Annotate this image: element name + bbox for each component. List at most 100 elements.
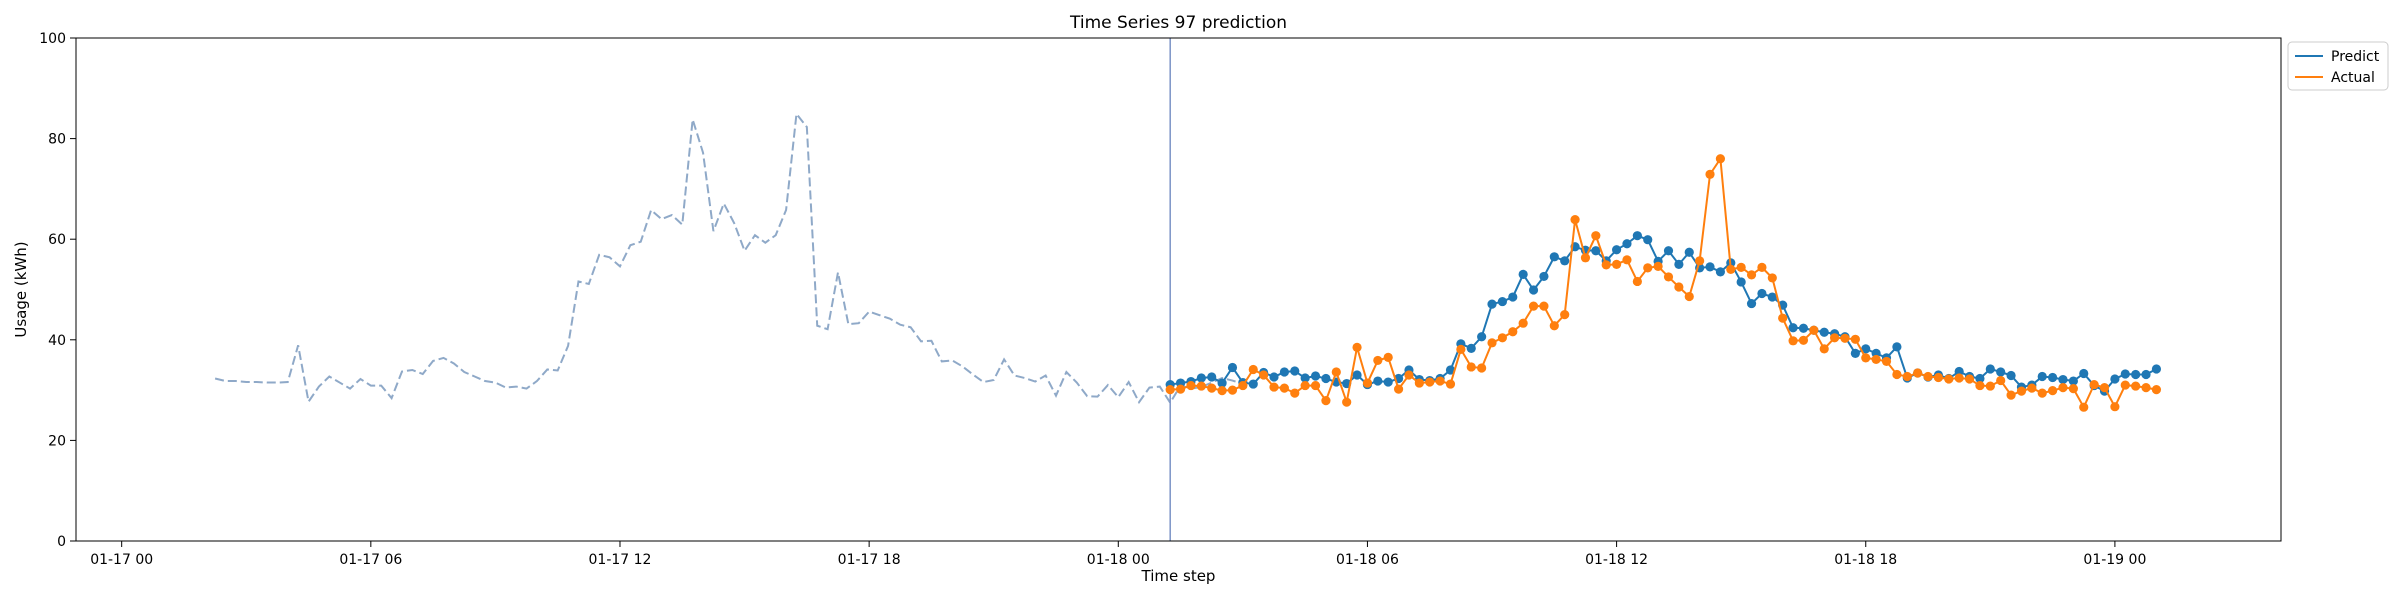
predict-point xyxy=(1996,367,2006,377)
actual-point xyxy=(1663,272,1674,282)
actual-point xyxy=(1778,313,1788,323)
predict-point xyxy=(2079,368,2089,379)
y-tick-label: 20 xyxy=(48,433,66,449)
actual-point xyxy=(1300,380,1310,391)
predict-point xyxy=(1767,292,1777,302)
predict-point xyxy=(1684,247,1694,257)
actual-point xyxy=(1352,342,1362,352)
actual-point xyxy=(1414,378,1424,388)
actual-point xyxy=(1954,373,1964,383)
x-tick-label: 01-18 00 xyxy=(1087,552,1150,568)
actual-point xyxy=(1373,355,1383,366)
predict-point xyxy=(1757,288,1767,299)
predict-point xyxy=(1196,373,1206,383)
actual-point xyxy=(1643,263,1653,273)
actual-point xyxy=(1933,372,1944,383)
predict-point xyxy=(2048,372,2058,383)
actual-point xyxy=(1217,386,1227,396)
actual-point xyxy=(1902,371,1912,382)
actual-point xyxy=(2048,386,2058,396)
actual-point xyxy=(1830,333,1840,343)
predict-point xyxy=(2037,371,2047,382)
predict-point xyxy=(1663,246,1674,256)
actual-point xyxy=(1528,301,1539,311)
actual-point xyxy=(1757,262,1767,272)
predict-point xyxy=(1674,259,1684,269)
actual-point xyxy=(1913,368,1923,378)
predict-point xyxy=(2068,376,2078,386)
predict-point xyxy=(1819,327,1829,337)
predict-point xyxy=(1715,267,1726,277)
actual-point xyxy=(2068,383,2078,394)
actual-point xyxy=(2027,383,2037,393)
actual-point xyxy=(1186,380,1196,391)
predict-point xyxy=(2110,374,2120,384)
predict-point xyxy=(1746,298,1757,309)
actual-point xyxy=(1715,154,1726,164)
legend: Predict Actual xyxy=(2287,41,2389,91)
predict-point xyxy=(1985,364,1995,374)
y-tick-label: 80 xyxy=(48,132,66,148)
actual-point xyxy=(1788,336,1798,346)
predict-point xyxy=(1290,366,1300,376)
predict-point xyxy=(1508,292,1518,302)
actual-point xyxy=(1445,379,1456,389)
predict-point xyxy=(1591,246,1601,256)
x-tick-label: 01-19 00 xyxy=(2083,552,2146,568)
actual-point xyxy=(1175,384,1186,394)
predict-point xyxy=(1892,342,1902,352)
actual-point xyxy=(1746,270,1757,280)
predict-point xyxy=(1310,371,1321,381)
x-tick-label: 01-18 06 xyxy=(1336,552,1399,568)
actual-point xyxy=(1944,374,1954,384)
predict-point xyxy=(1300,373,1310,383)
predict-point xyxy=(1497,296,1507,307)
y-axis-label: Usage (kWh) xyxy=(12,241,30,337)
x-tick-label: 01-17 06 xyxy=(339,552,402,568)
predict-point xyxy=(1207,372,1217,382)
actual-point xyxy=(1435,376,1445,386)
series-actual xyxy=(1165,154,2162,412)
predict-point xyxy=(1321,373,1331,384)
actual-point xyxy=(1560,310,1570,320)
actual-point xyxy=(2089,379,2099,390)
plot-frame xyxy=(75,37,2282,542)
actual-point xyxy=(2151,385,2162,395)
predict-point xyxy=(1643,235,1653,245)
predict-point xyxy=(2006,370,2016,381)
predict-point xyxy=(1549,252,1559,262)
actual-point xyxy=(1570,214,1580,225)
predict-point xyxy=(2131,369,2141,380)
y-axis: 0 20 40 60 80 100 xyxy=(39,31,76,550)
actual-point xyxy=(1726,264,1736,274)
actual-point xyxy=(1892,369,1902,380)
predict-point xyxy=(1788,323,1798,333)
actual-point xyxy=(1819,344,1829,354)
x-tick-label: 01-17 18 xyxy=(838,552,901,568)
x-axis-label: Time step xyxy=(1141,567,1216,585)
predict-point xyxy=(1850,348,1860,358)
actual-point xyxy=(1321,396,1331,406)
actual-point xyxy=(2037,388,2047,398)
actual-point xyxy=(2141,382,2151,393)
actual-point xyxy=(1331,367,1341,377)
predict-point xyxy=(1487,299,1497,309)
actual-point xyxy=(1362,378,1373,388)
actual-point xyxy=(1964,374,1975,384)
y-tick-label: 40 xyxy=(48,333,66,349)
predict-point xyxy=(1954,366,1964,377)
actual-point xyxy=(1165,385,1175,395)
actual-point xyxy=(1466,362,1476,372)
actual-point xyxy=(1850,334,1860,344)
predict-point xyxy=(1632,231,1642,241)
legend-label-predict: Predict xyxy=(2331,49,2380,65)
predict-point xyxy=(1611,245,1622,255)
actual-point xyxy=(1632,276,1642,287)
actual-point xyxy=(1840,333,1850,343)
predict-point xyxy=(1975,373,1985,384)
y-tick-label: 0 xyxy=(57,534,66,550)
actual-point xyxy=(1705,169,1715,179)
actual-point xyxy=(1279,383,1289,393)
